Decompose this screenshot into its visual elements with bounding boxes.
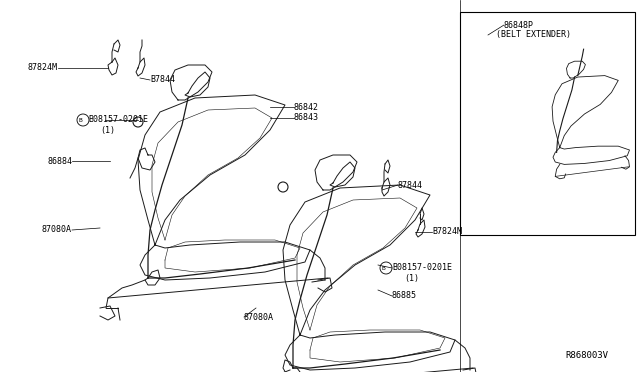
Text: 86842: 86842 [294, 103, 319, 112]
Bar [460, 12, 635, 235]
Text: 87844: 87844 [398, 180, 423, 189]
Text: B: B [78, 118, 82, 122]
Text: (1): (1) [100, 125, 115, 135]
Text: (BELT EXTENDER): (BELT EXTENDER) [496, 31, 571, 39]
Text: 86885: 86885 [392, 292, 417, 301]
Text: 86884: 86884 [47, 157, 72, 166]
Text: 87080A: 87080A [244, 312, 274, 321]
Text: 87080A: 87080A [42, 225, 72, 234]
Text: B7824M: B7824M [432, 228, 462, 237]
Text: R868003V: R868003V [565, 350, 608, 359]
Text: B7844: B7844 [150, 76, 175, 84]
Text: 86843: 86843 [294, 113, 319, 122]
Text: B08157-0201E: B08157-0201E [392, 263, 452, 273]
Text: B08157-0201E: B08157-0201E [88, 115, 148, 125]
Text: (1): (1) [404, 273, 419, 282]
Text: B: B [381, 266, 385, 270]
Text: 87824M: 87824M [28, 64, 58, 73]
Text: 86848P: 86848P [504, 20, 534, 29]
